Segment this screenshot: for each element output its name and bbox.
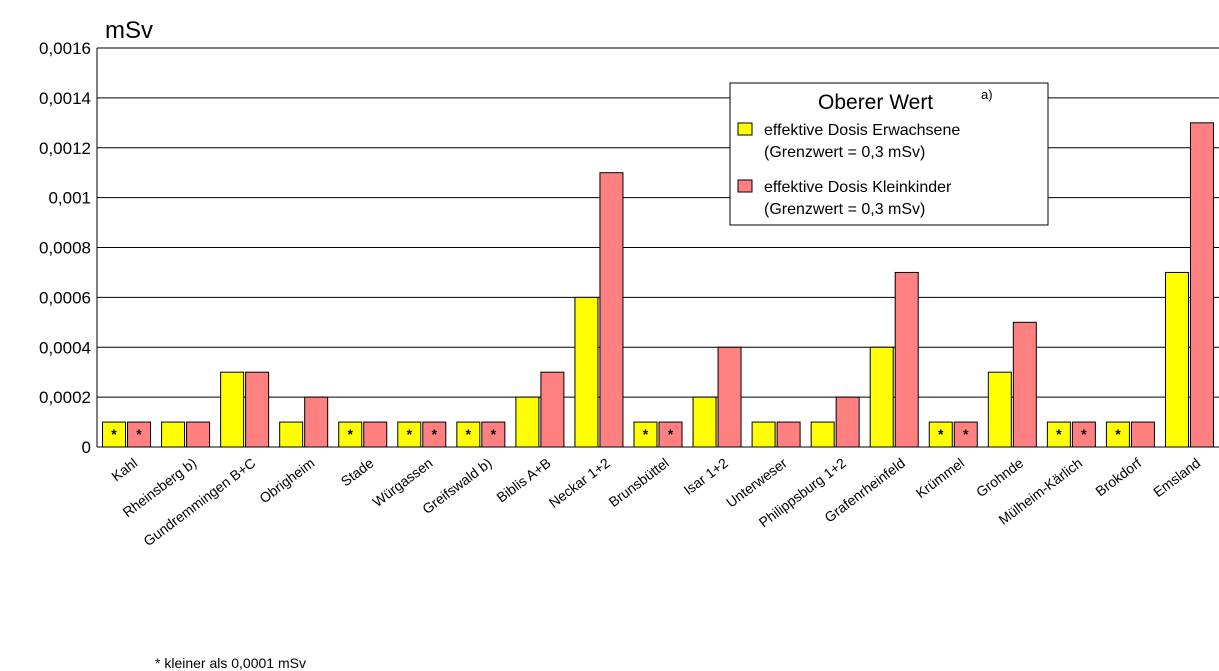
x-tick-label: Kahl	[108, 455, 140, 485]
bar	[692, 396, 717, 448]
y-tick-label: 0,0016	[39, 39, 91, 58]
x-tick-label: Obrigheim	[256, 455, 317, 507]
x-tick-label: Emsland	[1150, 455, 1203, 501]
y-tick-label: 0,0014	[39, 89, 91, 108]
below-threshold-marker: *	[348, 426, 354, 442]
below-threshold-marker: *	[491, 426, 497, 442]
y-tick-label: 0	[82, 438, 91, 457]
gridlines	[97, 47, 1219, 448]
x-tick-label: Stade	[338, 454, 377, 489]
legend-box	[729, 82, 1049, 226]
below-threshold-marker: *	[111, 426, 117, 442]
bar	[540, 371, 565, 448]
x-tick-label: Krümmel	[913, 455, 967, 501]
x-tick-label: Neckar 1+2	[546, 454, 613, 510]
bar	[717, 346, 742, 448]
bar	[869, 346, 894, 448]
below-threshold-marker: *	[136, 426, 142, 442]
below-threshold-marker: *	[963, 426, 969, 442]
bar	[574, 296, 599, 448]
bar	[245, 371, 270, 448]
y-axis-label: mSv	[105, 17, 153, 44]
y-tick-label: 0,001	[48, 189, 91, 208]
legend-label-children: effektive Dosis Kleinkinder	[764, 179, 952, 196]
legend-label-adults: effektive Dosis Erwachsene	[764, 122, 960, 139]
x-tick-label: Grohnde	[973, 454, 1026, 500]
below-threshold-marker: *	[1056, 426, 1062, 442]
x-tick-label: Gundremmingen B+C	[140, 455, 258, 550]
legend-label-adults-limit: (Grenzwert = 0,3 mSv)	[764, 144, 925, 161]
legend-swatch-adults	[737, 122, 753, 136]
bar	[279, 421, 304, 448]
bar	[894, 271, 919, 448]
below-threshold-marker: *	[643, 426, 649, 442]
y-tick-label: 0,0004	[39, 338, 91, 357]
legend-swatch-children	[737, 179, 753, 193]
bar	[1012, 321, 1037, 448]
bar	[835, 396, 860, 448]
bar	[776, 421, 801, 448]
bar	[1164, 271, 1189, 448]
below-threshold-marker: *	[1115, 426, 1121, 442]
bar	[161, 421, 186, 448]
bar	[515, 396, 540, 448]
bar	[599, 172, 624, 448]
bar	[1189, 122, 1214, 448]
x-tick-label: Isar 1+2	[681, 454, 732, 498]
bar	[751, 421, 776, 448]
bar	[363, 421, 388, 448]
below-threshold-marker: *	[1081, 426, 1087, 442]
y-tick-label: 0,0008	[39, 239, 91, 258]
legend: Oberer Wert a) effektive Dosis Erwachsen…	[729, 82, 1049, 226]
y-tick-label: 0,0002	[39, 388, 91, 407]
y-tick-label: 0,0012	[39, 139, 91, 158]
bar	[987, 371, 1012, 448]
y-tick-labels: 0 0,0002 0,0004 0,0006 0,0008 0,001 0,0012 0,00…	[39, 39, 91, 457]
bar	[810, 421, 835, 448]
y-tick-label: 0,0006	[39, 288, 91, 307]
bar	[220, 371, 245, 448]
x-tick-label: Brokdorf	[1092, 455, 1144, 500]
below-threshold-marker: *	[668, 426, 674, 442]
bars: * * * * * * * * * * * * * *	[102, 122, 1214, 448]
legend-label-children-limit: (Grenzwert = 0,3 mSv)	[764, 201, 925, 218]
below-threshold-marker: *	[432, 426, 438, 442]
bar	[1130, 421, 1155, 448]
below-threshold-marker: *	[466, 426, 472, 442]
legend-title: Oberer Wert	[818, 91, 933, 114]
below-threshold-marker: *	[407, 426, 413, 442]
bar	[186, 421, 211, 448]
legend-title-note: a)	[981, 87, 993, 102]
bar	[304, 396, 329, 448]
below-threshold-marker: *	[938, 426, 944, 442]
footnote: * kleiner als 0,0001 mSv	[155, 655, 306, 671]
x-tick-label: Brunsbüttel	[606, 455, 672, 510]
